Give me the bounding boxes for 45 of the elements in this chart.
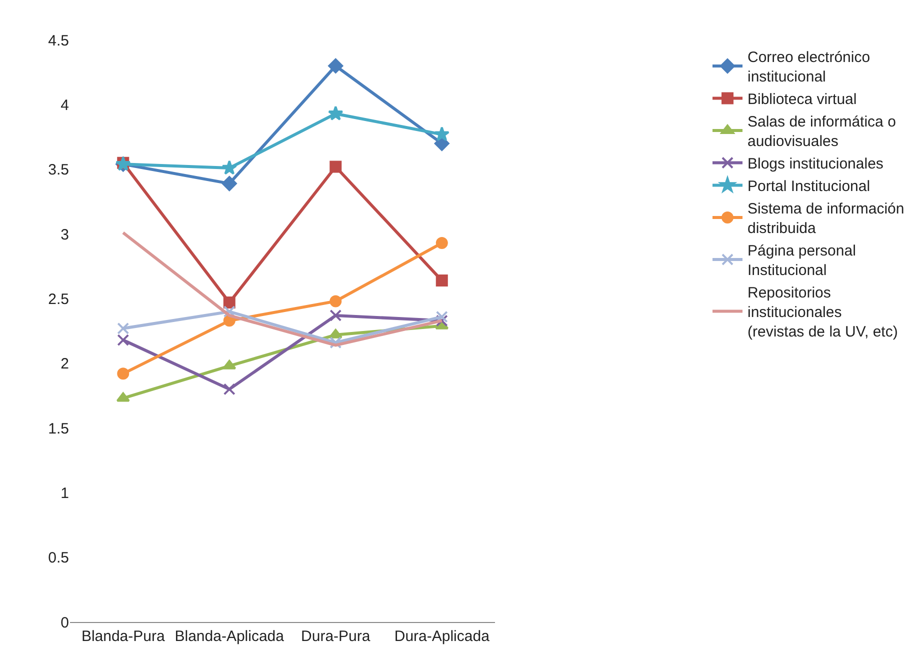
point bbox=[328, 328, 342, 338]
legend-label: Portal Institucional bbox=[748, 178, 870, 196]
y-tick-label: 0.5 bbox=[48, 550, 69, 567]
y-tick-label: 1.5 bbox=[48, 420, 69, 438]
point bbox=[330, 336, 342, 349]
legend-label: Salas de informática o audiovisuales bbox=[748, 114, 896, 150]
point bbox=[117, 322, 130, 334]
x-tick-label: Blanda-Pura bbox=[81, 628, 166, 645]
point bbox=[223, 383, 236, 396]
y-tick-label: 0 bbox=[60, 614, 69, 632]
legend-label: Correo electrónico institucional bbox=[748, 49, 870, 86]
point bbox=[222, 176, 237, 192]
point bbox=[117, 334, 130, 346]
point bbox=[436, 237, 448, 250]
legend-label: Blogs institucionales bbox=[748, 156, 884, 173]
line-series bbox=[122, 231, 444, 347]
legend-label: Sistema de información distribuida bbox=[748, 200, 904, 238]
x-tick-label: Dura-Aplicada bbox=[394, 628, 490, 645]
x-tick-label: Dura-Pura bbox=[301, 628, 371, 645]
y-tick-label: 3.5 bbox=[48, 162, 69, 179]
y-tick-label: 4.5 bbox=[48, 32, 69, 50]
point bbox=[436, 314, 448, 327]
point bbox=[330, 295, 342, 308]
point bbox=[330, 309, 342, 322]
point bbox=[223, 306, 236, 318]
point bbox=[436, 274, 448, 287]
point bbox=[116, 392, 130, 402]
point bbox=[222, 160, 238, 175]
y-tick-label: 2 bbox=[60, 356, 69, 373]
legend-label: Biblioteca virtual bbox=[748, 91, 857, 108]
y-tick-label: 1 bbox=[60, 484, 69, 502]
point bbox=[117, 368, 130, 380]
point bbox=[328, 58, 344, 74]
y-tick-label: 3 bbox=[60, 226, 69, 244]
point bbox=[328, 106, 344, 120]
point bbox=[434, 126, 450, 142]
point bbox=[223, 296, 236, 309]
x-tick-label: Blanda-Aplicada bbox=[174, 628, 285, 645]
y-tick-label: 4 bbox=[60, 96, 69, 114]
point bbox=[436, 310, 448, 323]
legend-label: Repositorios institucionales (revistas de la UV, etc) bbox=[748, 284, 898, 341]
point bbox=[330, 160, 342, 173]
y-tick-label: 2.5 bbox=[48, 290, 69, 308]
point bbox=[222, 360, 236, 370]
legend-label: Página personal Institucional bbox=[748, 242, 856, 280]
